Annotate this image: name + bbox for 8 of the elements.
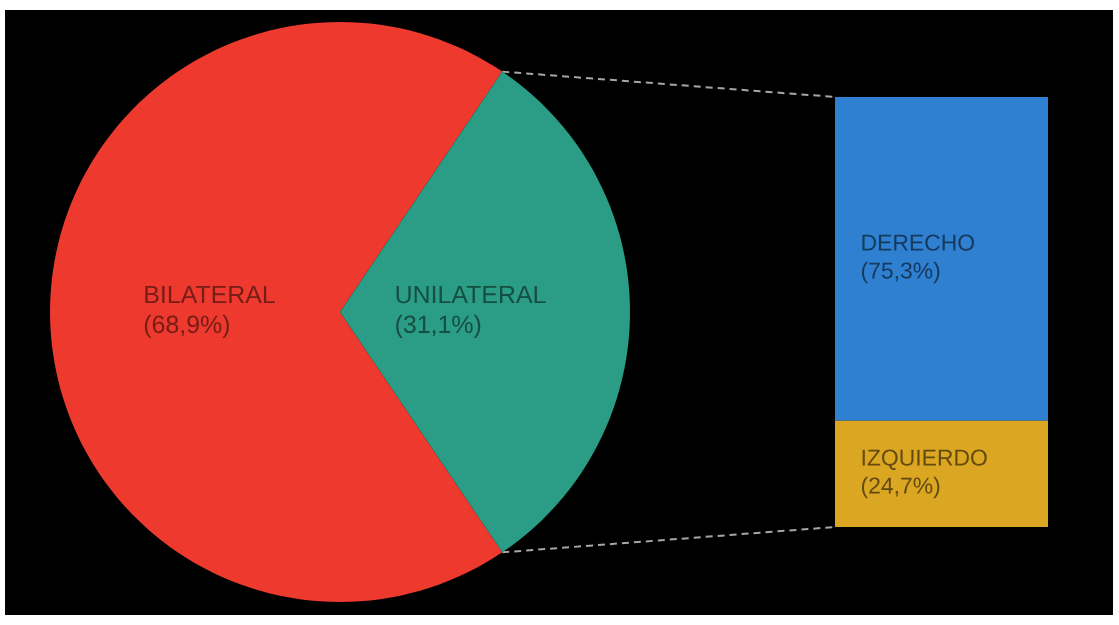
series-label: IZQUIERDO	[862, 449, 987, 470]
slice-label: BILATERAL	[145, 285, 275, 304]
data-label: (75,3%)	[861, 261, 940, 284]
data-label: (24,7%)	[861, 476, 940, 499]
data-label: (31,1%)	[396, 314, 481, 339]
slice-label: UNILATERAL	[396, 285, 546, 304]
series-label: DERECHO	[862, 234, 975, 251]
data-label: (68,9%)	[144, 314, 229, 339]
